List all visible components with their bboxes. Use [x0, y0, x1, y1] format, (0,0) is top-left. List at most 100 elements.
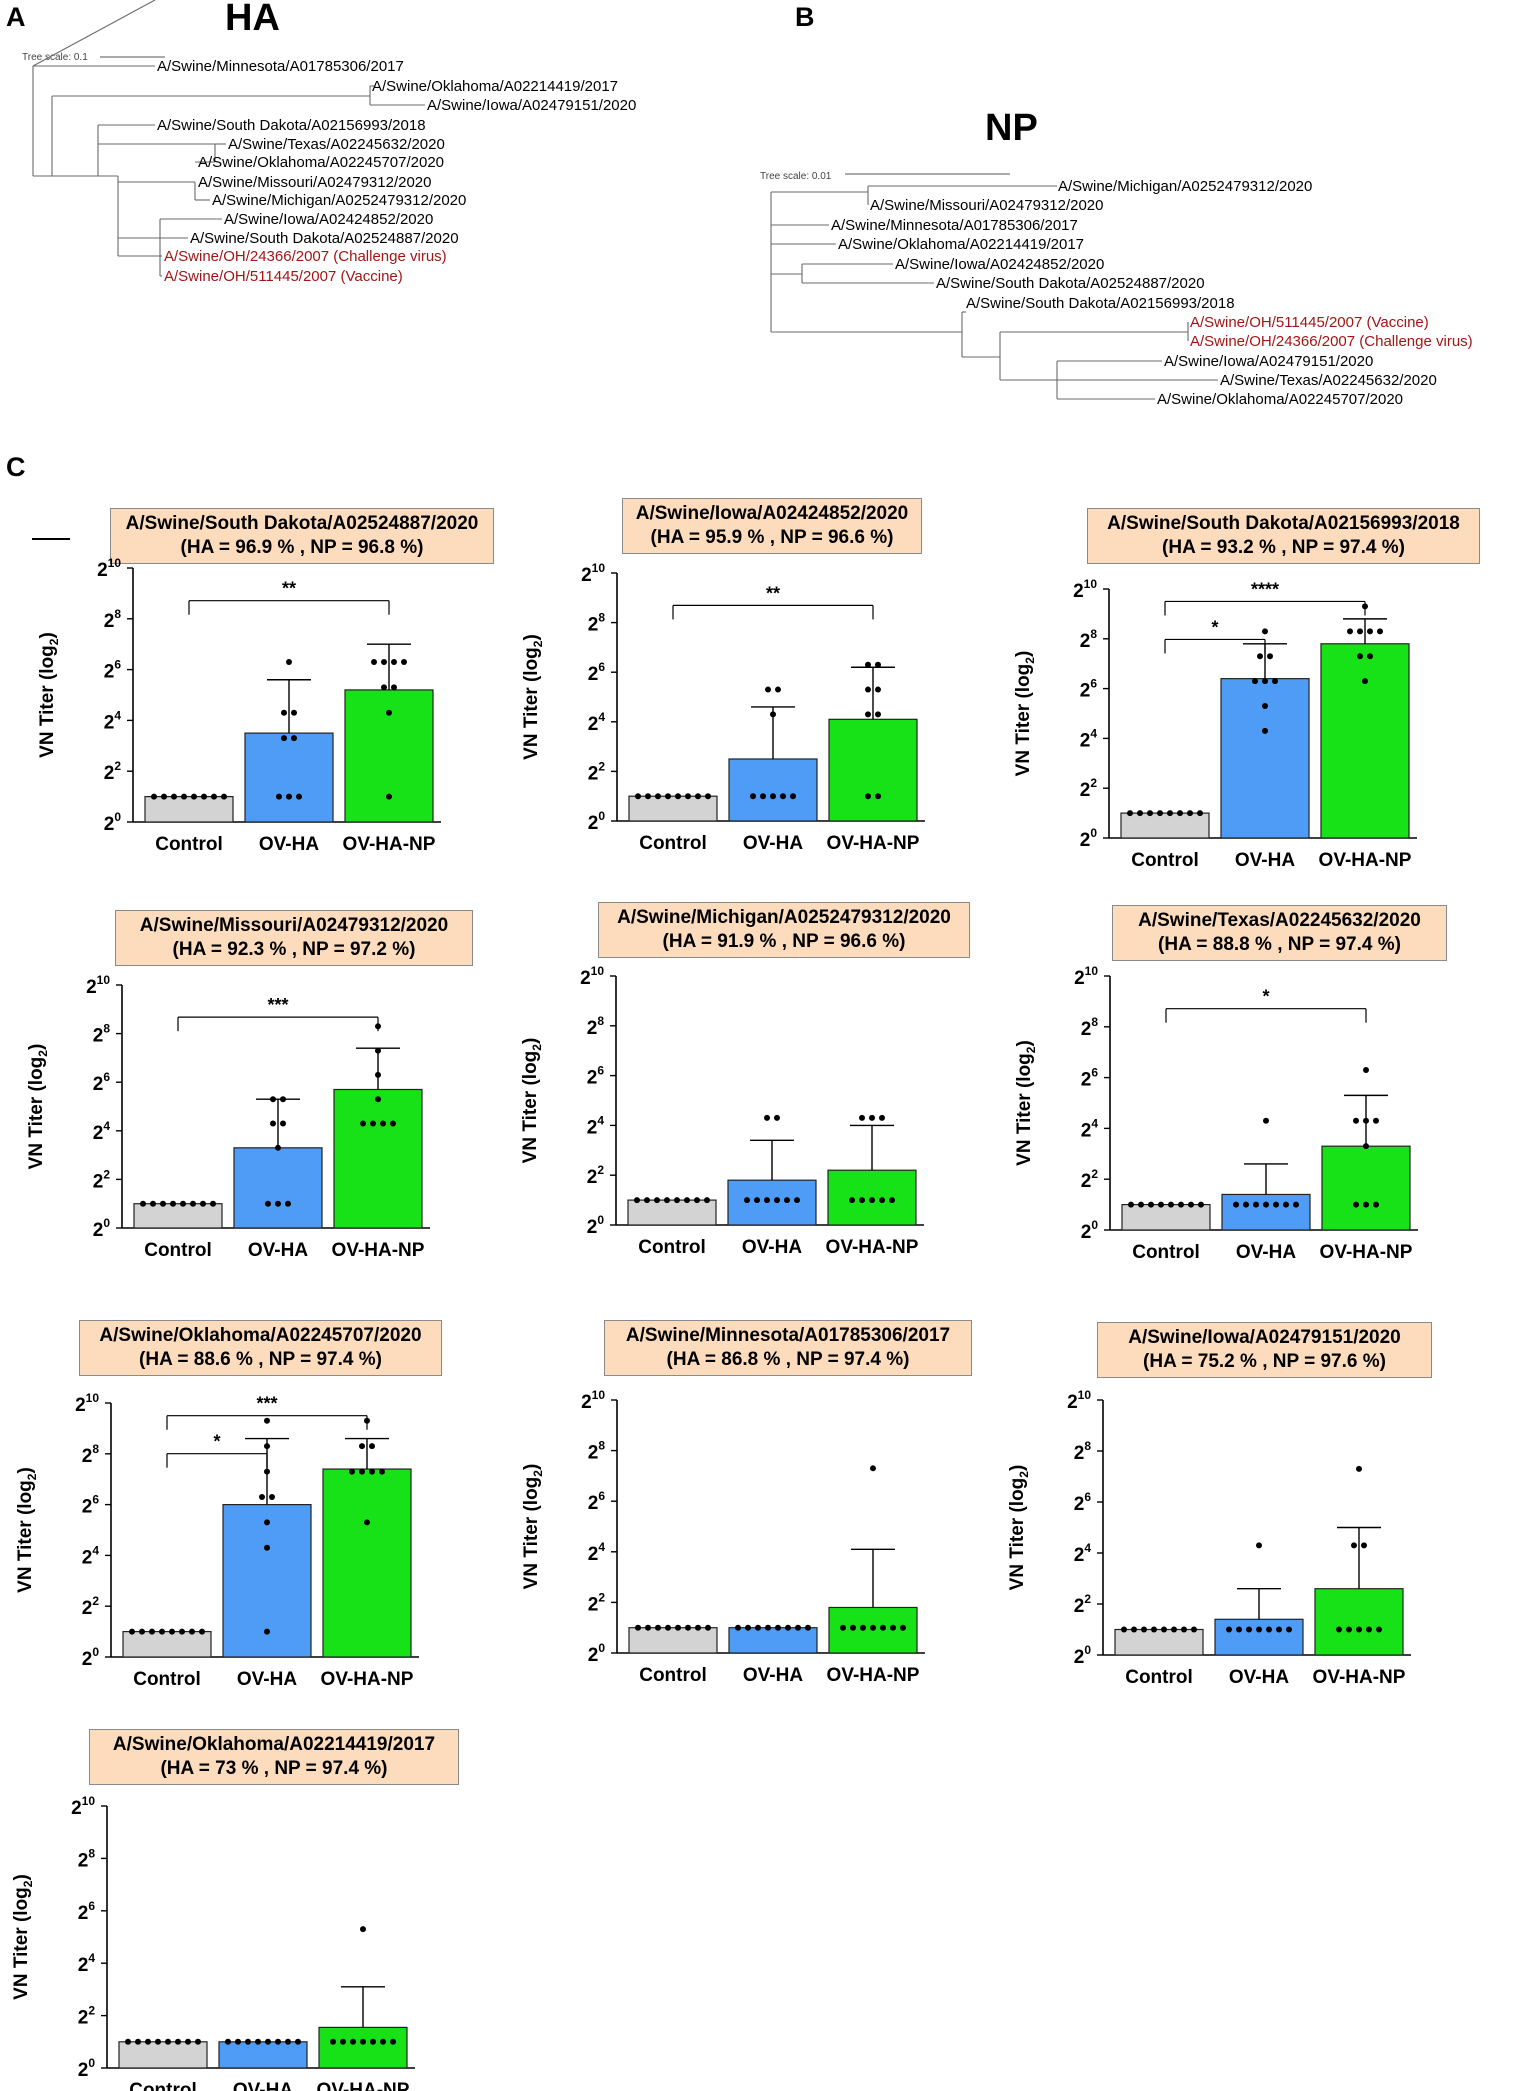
data-point — [694, 1197, 700, 1204]
data-point — [695, 793, 701, 800]
data-point — [1137, 810, 1143, 817]
y-tick-label: 28 — [588, 1439, 606, 1464]
chart-title-identity: (HA = 96.9 % , NP = 96.8 %) — [180, 537, 424, 558]
data-point — [155, 2038, 161, 2045]
data-point — [129, 1628, 135, 1635]
data-point — [770, 711, 776, 718]
data-point — [665, 1624, 671, 1631]
y-tick-label: 26 — [104, 658, 122, 683]
data-point — [1197, 810, 1203, 817]
data-point — [655, 793, 661, 800]
tree-branch — [32, 0, 156, 67]
data-point — [255, 2038, 261, 2045]
data-point — [391, 684, 397, 691]
data-point — [149, 1628, 155, 1635]
data-point — [265, 1200, 271, 1207]
chart-title-box: A/Swine/Missouri/A02479312/2020 (HA = 92.… — [115, 910, 473, 966]
tree-leaf-label: A/Swine/Missouri/A02479312/2020 — [870, 197, 1103, 214]
data-point — [645, 793, 651, 800]
data-point — [1128, 1201, 1134, 1208]
data-point — [364, 1417, 370, 1424]
x-category-label: OV-HA-NP — [1313, 1667, 1406, 1688]
chart-title-strain: A/Swine/Oklahoma/A02245707/2020 — [99, 1325, 422, 1346]
data-point — [665, 793, 671, 800]
data-point — [1161, 1626, 1167, 1633]
data-point — [1168, 1201, 1174, 1208]
data-point — [754, 1197, 760, 1204]
y-tick-label: 28 — [93, 1022, 111, 1047]
y-tick-label: 20 — [78, 2056, 96, 2081]
data-point — [880, 1624, 886, 1631]
data-point — [664, 1197, 670, 1204]
significance-label: ** — [766, 583, 780, 603]
np-phylogenetic-tree: NP Tree scale: 0.01 A/Swine/Michigan/A02… — [760, 107, 1473, 408]
data-point — [171, 793, 177, 800]
y-tick-label: 26 — [587, 1064, 605, 1089]
data-point — [780, 793, 786, 800]
chart-title-identity: (HA = 92.3 % , NP = 97.2 %) — [172, 939, 416, 960]
data-point — [161, 793, 167, 800]
data-point — [225, 2038, 231, 2045]
bar-ov-ha — [727, 1179, 817, 1226]
data-point — [774, 1197, 780, 1204]
y-tick-label: 24 — [588, 1540, 606, 1565]
y-tick-label: 24 — [587, 1113, 605, 1138]
data-point — [285, 1200, 291, 1207]
data-point — [221, 793, 227, 800]
data-point — [286, 793, 292, 800]
data-point — [1158, 1201, 1164, 1208]
data-point — [775, 686, 781, 693]
x-category-label: OV-HA-NP — [317, 2080, 410, 2091]
bar-ov-ha-np — [828, 718, 918, 822]
data-point — [281, 735, 287, 742]
tree-leaf-label: A/Swine/Oklahoma/A02214419/2017 — [838, 236, 1084, 253]
data-point — [1263, 1201, 1269, 1208]
data-point — [1263, 1117, 1269, 1124]
tree-leaf-label: A/Swine/South Dakota/A02524887/2020 — [190, 230, 459, 247]
data-point — [350, 2038, 356, 2045]
chart-title-box: A/Swine/Texas/A02245632/2020 (HA = 88.8 %… — [1112, 905, 1447, 961]
bar-ov-ha — [233, 1147, 323, 1229]
data-point — [764, 1114, 770, 1121]
tree-leaf-label: A/Swine/Oklahoma/A02245707/2020 — [1157, 391, 1403, 408]
data-point — [1233, 1201, 1239, 1208]
y-tick-label: 20 — [588, 809, 606, 834]
chart-title-strain: A/Swine/Iowa/A02479151/2020 — [1128, 1327, 1401, 1348]
y-tick-label: 26 — [1074, 1490, 1092, 1515]
data-point — [869, 1197, 875, 1204]
y-tick-label: 28 — [587, 1014, 605, 1039]
data-point — [889, 1197, 895, 1204]
data-point — [865, 661, 871, 668]
data-point — [375, 1023, 381, 1030]
data-point — [1138, 1201, 1144, 1208]
data-point — [264, 1417, 270, 1424]
data-point — [764, 1197, 770, 1204]
data-point — [140, 1200, 146, 1207]
data-point — [359, 1468, 365, 1475]
y-tick-label: 20 — [1074, 1643, 1092, 1668]
data-point — [264, 1544, 270, 1551]
y-tick-label: 20 — [587, 1213, 605, 1238]
y-tick-label: 22 — [1081, 1167, 1099, 1192]
data-point — [1347, 628, 1353, 635]
data-point — [675, 1624, 681, 1631]
x-category-label: Control — [144, 1240, 212, 1261]
y-tick-label: 20 — [93, 1216, 111, 1241]
data-point — [291, 709, 297, 716]
data-point — [159, 1628, 165, 1635]
data-point — [386, 793, 392, 800]
x-category-label: OV-HA — [1236, 1242, 1296, 1263]
data-point — [859, 1197, 865, 1204]
bar-control — [144, 795, 234, 823]
data-point — [275, 1200, 281, 1207]
data-point — [135, 2038, 141, 2045]
data-point — [774, 1114, 780, 1121]
data-point — [360, 1120, 366, 1127]
tree-leaf-label: A/Swine/South Dakota/A02524887/2020 — [936, 275, 1205, 292]
tree-leaf-label: A/Swine/Texas/A02245632/2020 — [228, 136, 445, 153]
y-tick-label: 26 — [588, 1489, 606, 1514]
y-axis-label: VN Titer (log2) — [521, 1464, 545, 1590]
data-point — [151, 793, 157, 800]
chart-title-identity: (HA = 95.9 % , NP = 96.6 %) — [650, 527, 894, 548]
data-point — [684, 1197, 690, 1204]
